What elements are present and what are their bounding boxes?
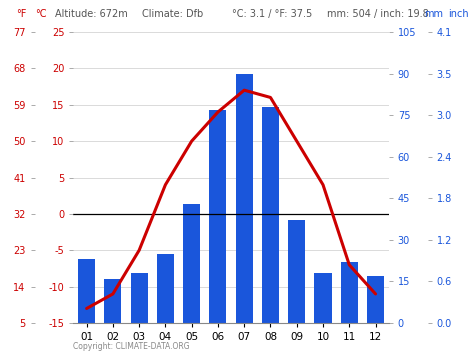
- Text: Altitude: 672m: Altitude: 672m: [55, 9, 127, 19]
- Text: mm: 504 / inch: 19.8: mm: 504 / inch: 19.8: [327, 9, 429, 19]
- Text: °C: 3.1 / °F: 37.5: °C: 3.1 / °F: 37.5: [232, 9, 312, 19]
- Text: Copyright: CLIMATE-DATA.ORG: Copyright: CLIMATE-DATA.ORG: [73, 343, 190, 351]
- Bar: [104, 279, 121, 323]
- Bar: [131, 273, 148, 323]
- Text: inch: inch: [448, 9, 469, 19]
- Bar: [78, 259, 95, 323]
- Bar: [341, 262, 358, 323]
- Bar: [314, 273, 331, 323]
- Bar: [183, 204, 200, 323]
- Bar: [367, 276, 384, 323]
- Bar: [288, 220, 305, 323]
- Text: mm: mm: [424, 9, 443, 19]
- Text: °C: °C: [36, 9, 47, 19]
- Text: °F: °F: [17, 9, 27, 19]
- Bar: [262, 107, 279, 323]
- Bar: [210, 110, 227, 323]
- Bar: [157, 254, 174, 323]
- Bar: [236, 73, 253, 323]
- Text: Climate: Dfb: Climate: Dfb: [142, 9, 203, 19]
